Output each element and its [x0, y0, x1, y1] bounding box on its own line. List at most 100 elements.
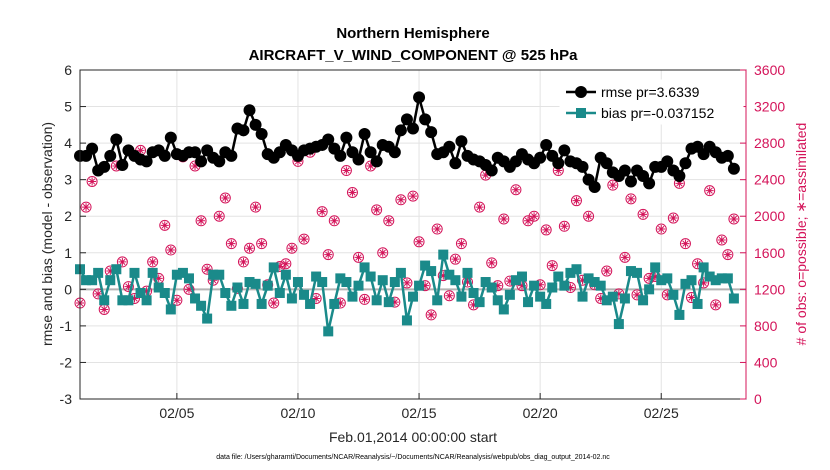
obs-assimilated-point	[481, 171, 490, 180]
y-tick-label: -3	[60, 391, 73, 407]
bias-point	[371, 295, 382, 306]
bias-point	[141, 295, 152, 306]
rmse-point	[86, 142, 99, 155]
rmse-point	[364, 146, 377, 159]
obs-possible-point	[486, 257, 498, 269]
bias-point	[196, 300, 207, 311]
obs-possible-point	[286, 242, 298, 254]
obs-possible-point	[328, 215, 340, 227]
bias-point	[299, 289, 310, 300]
obs-possible-point	[431, 223, 443, 235]
bias-point	[420, 260, 431, 271]
obs-assimilated-point	[172, 296, 181, 305]
bias-point	[311, 271, 322, 282]
rmse-point	[394, 124, 407, 137]
obs-assimilated-point	[124, 282, 133, 291]
bias-point	[486, 282, 497, 293]
rmse-point	[624, 175, 637, 188]
obs-possible-point	[655, 223, 667, 235]
obs-assimilated-point	[493, 281, 502, 290]
obs-assimilated-point	[203, 265, 212, 274]
obs-assimilated-point	[729, 214, 738, 223]
rmse-point	[558, 144, 571, 157]
bias-point	[232, 282, 243, 293]
legend: rmse pr=3.6339 bias pr=-0.037152	[559, 79, 744, 125]
legend-bias-marker	[576, 108, 586, 118]
obs-assimilated-point	[239, 257, 248, 266]
obs-assimilated-point	[215, 212, 224, 221]
obs-assimilated-point	[620, 253, 629, 262]
x-tick-label: 02/25	[644, 405, 679, 421]
bias-point	[365, 271, 376, 282]
bias-point	[535, 291, 546, 302]
obs-assimilated-point	[608, 181, 617, 190]
legend-box	[559, 79, 744, 125]
bias-point	[462, 267, 473, 278]
bias-point	[262, 280, 273, 291]
x-tick-label: 02/10	[280, 405, 315, 421]
obs-assimilated-point	[245, 244, 254, 253]
obs-possible-point	[510, 184, 522, 196]
rmse-point	[540, 138, 553, 151]
obs-assimilated-point	[136, 146, 145, 155]
rmse-point	[255, 127, 268, 140]
obs-assimilated-point	[275, 262, 284, 271]
obs-assimilated-point	[348, 188, 357, 197]
rmse-point	[534, 151, 547, 164]
x-axis-label: Feb.01,2014 00:00:00 start	[329, 429, 497, 445]
rmse-point	[243, 104, 256, 117]
obs-possible-point	[377, 247, 389, 259]
obs-assimilated-point	[566, 283, 575, 292]
bias-point	[547, 282, 558, 293]
obs-assimilated-point	[390, 298, 399, 307]
bias-point	[589, 277, 600, 288]
bias-point	[268, 262, 279, 273]
obs-assimilated-point	[626, 194, 635, 203]
obs-possible-point	[250, 201, 262, 213]
obs-possible-point	[346, 186, 358, 198]
bias-point	[395, 267, 406, 278]
bias-point	[656, 275, 667, 286]
rmse-series	[74, 91, 740, 193]
rmse-point	[455, 135, 468, 148]
footnote: data file: /Users/gharamti/Documents/NCA…	[216, 454, 610, 461]
rmse-point	[213, 155, 226, 168]
obs-assimilated-point	[693, 259, 702, 268]
bias-point	[426, 266, 437, 277]
bias-point	[274, 287, 285, 298]
obs-possible-point	[383, 215, 395, 227]
y-tick-label: -1	[60, 318, 73, 334]
x-tick-label: 02/20	[523, 405, 558, 421]
bias-point	[444, 269, 455, 280]
obs-possible-point	[147, 256, 159, 268]
obs-assimilated-point	[602, 267, 611, 276]
obs-possible-point	[570, 195, 582, 207]
obs-possible-point	[716, 234, 728, 246]
rmse-point	[443, 140, 456, 153]
obs-possible-point	[710, 299, 722, 311]
obs-assimilated-point	[445, 291, 454, 300]
obs-possible-point	[722, 249, 734, 261]
obs-possible-point	[359, 293, 371, 305]
obs-possible-point	[201, 263, 213, 275]
obs-assimilated-point	[384, 216, 393, 225]
bias-point	[692, 298, 703, 309]
rmse-point	[413, 91, 426, 104]
bias-series	[75, 249, 739, 337]
rmse-point	[189, 146, 202, 159]
rmse-point	[576, 160, 589, 173]
obs-assimilated-point	[402, 278, 411, 287]
y-right-tick-label: 2400	[754, 172, 785, 188]
bias-point	[516, 271, 527, 282]
legend-rmse-marker	[575, 86, 587, 98]
rmse-point	[449, 157, 462, 170]
bias-point	[93, 267, 104, 278]
bias-point	[674, 309, 685, 320]
bias-point	[450, 275, 461, 286]
bias-point	[123, 295, 134, 306]
obs-assimilated-point	[657, 225, 666, 234]
obs-assimilated-point	[717, 235, 726, 244]
bias-point	[565, 267, 576, 278]
bias-point	[147, 267, 158, 278]
bias-point	[190, 293, 201, 304]
